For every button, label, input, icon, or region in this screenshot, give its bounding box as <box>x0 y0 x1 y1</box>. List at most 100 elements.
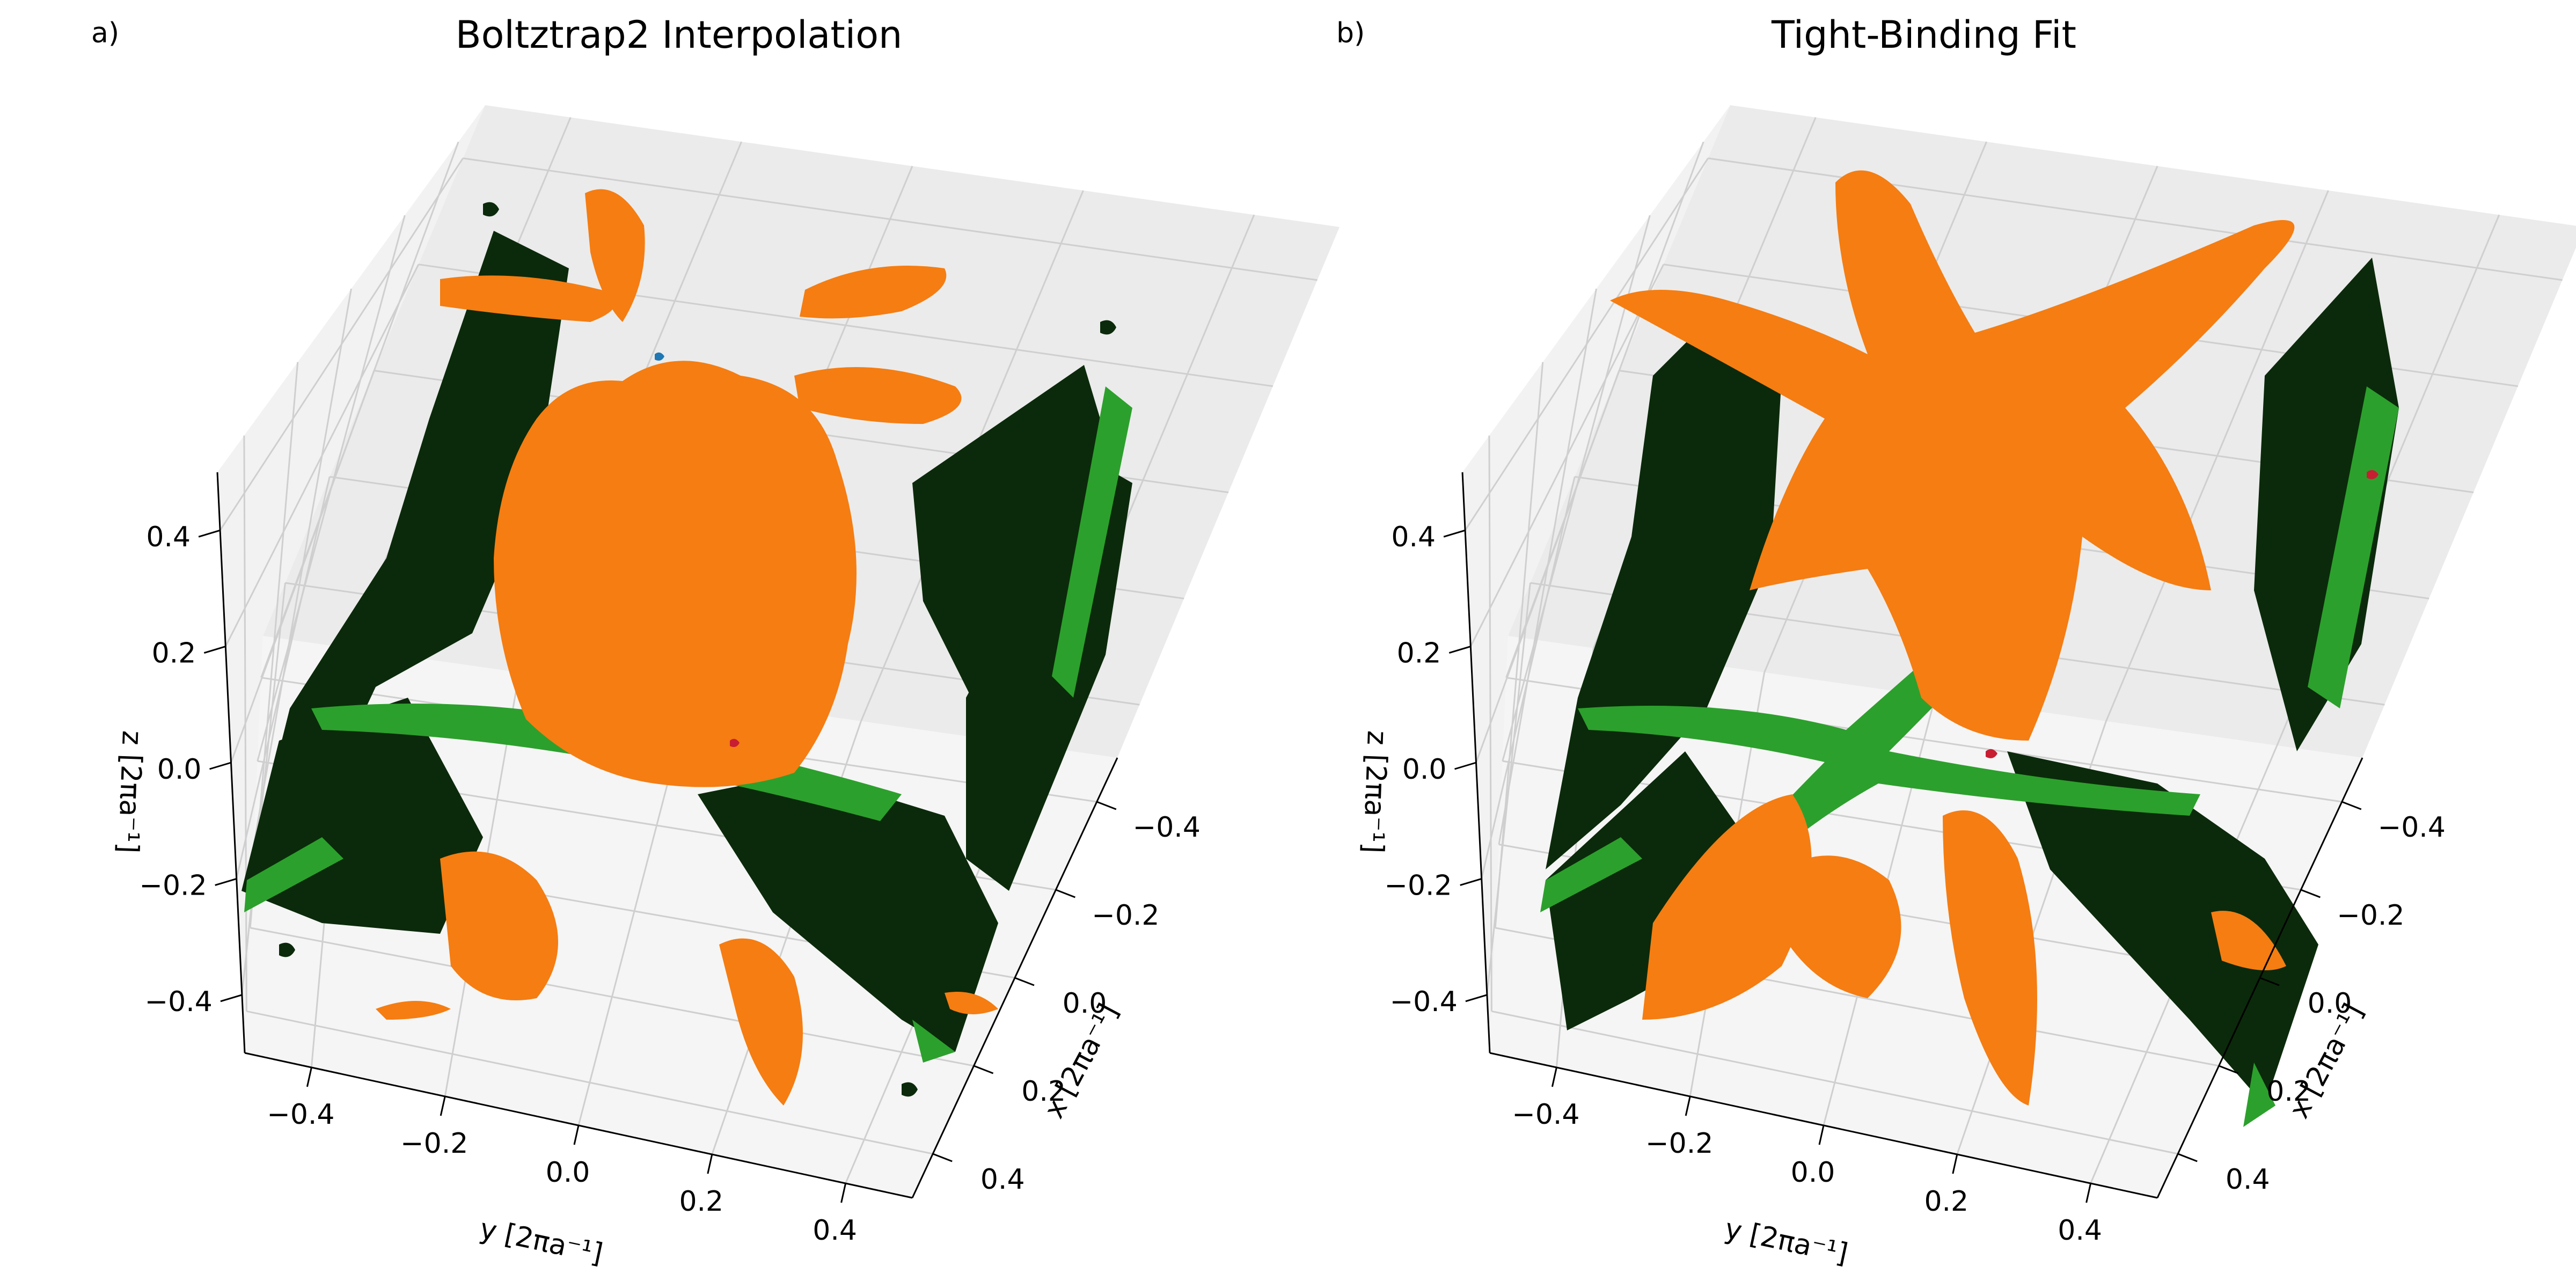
orange-lower-fragment <box>440 851 558 1000</box>
x-tick <box>1055 889 1075 898</box>
y-axis-title: y [2πa⁻¹] <box>1722 1213 1851 1270</box>
y-tick <box>573 1125 580 1145</box>
blue-speck <box>655 352 664 361</box>
z-tick <box>220 994 243 1002</box>
y-tick <box>1952 1154 1958 1174</box>
z-tick-label: 0.2 <box>152 638 196 670</box>
red-speck <box>1986 749 1997 758</box>
dark-green-speck <box>902 1082 918 1097</box>
x-tick <box>974 1065 994 1074</box>
orange-lower-fragment <box>376 1001 451 1020</box>
y-tick-label: −0.2 <box>400 1128 468 1160</box>
x-tick-label: 0.4 <box>2226 1163 2270 1196</box>
y-tick <box>1551 1067 1557 1087</box>
y-tick-label: 0.4 <box>813 1214 857 1247</box>
grid-line <box>2105 190 2329 722</box>
z-tick-label: 0.4 <box>146 521 191 553</box>
y-tick-label: 0.4 <box>2058 1214 2102 1247</box>
grid-line <box>224 264 420 647</box>
grid-line <box>1488 435 1492 1012</box>
x-tick-label: −0.4 <box>1133 811 1201 844</box>
dark-green-speck <box>483 202 499 217</box>
isosurfaces <box>241 189 1132 1106</box>
x-tick-label: 0.2 <box>2266 1075 2311 1108</box>
x-tick-label: −0.2 <box>2337 899 2404 932</box>
z-tick <box>209 762 231 770</box>
grid-line <box>230 370 375 763</box>
y-tick <box>2085 1183 2092 1203</box>
x-tick <box>2300 889 2321 898</box>
dark-green-sheet-right-back <box>2254 258 2399 751</box>
tick-marks <box>198 529 1117 1203</box>
dark-green-speck <box>279 942 295 957</box>
red-speck <box>2367 470 2379 479</box>
green-edge-right <box>2308 386 2399 708</box>
y-tick-label: −0.2 <box>1645 1128 1713 1160</box>
panel-letter-a: a) <box>91 17 120 49</box>
grid-line <box>1475 370 1620 763</box>
isosurfaces <box>1540 170 2399 1127</box>
z-tick-label: 0.4 <box>1391 521 1436 553</box>
plot-b: −0.4 −0.2 0.0 0.2 0.4 −0.4 −0.2 0.0 0.2 0.4 −0.4 −0… <box>1357 105 2576 1270</box>
orange-central-blob <box>494 361 857 787</box>
x-tick <box>2219 1065 2239 1074</box>
panel-title-a: Boltztrap2 Interpolation <box>455 13 903 57</box>
y-tick-label: −0.4 <box>1512 1099 1579 1131</box>
z-tick-label: 0.2 <box>1397 638 1441 670</box>
x-tick <box>2341 801 2362 810</box>
grid-line <box>1494 362 1544 928</box>
orange-lower-lobe <box>1782 855 1901 998</box>
orange-lower-lobe <box>1943 810 2037 1106</box>
x-tick <box>2177 1153 2198 1162</box>
grid-line <box>1464 158 1709 531</box>
grid-line <box>219 158 464 531</box>
x-tick-label: −0.2 <box>1092 899 1159 932</box>
orange-lower-lobe <box>1642 794 1812 1020</box>
x-tick-label: 0.0 <box>2308 987 2352 1020</box>
plot-a: −0.4 −0.2 0.0 0.2 0.4 −0.4 −0.2 0.0 0.2 0.4 −0.4 −0… <box>112 105 1340 1270</box>
y-tick <box>1685 1096 1691 1116</box>
dark-green-sheet-left-front <box>1546 751 1760 1030</box>
z-tick-label: −0.2 <box>139 869 207 902</box>
tick-labels: −0.4 −0.2 0.0 0.2 0.4 −0.4 −0.2 0.0 0.2 0.4 −0.4 −0… <box>1384 521 2446 1247</box>
z-tick-label: 0.0 <box>157 753 202 786</box>
y-tick-label: 0.0 <box>1791 1157 1835 1189</box>
x-tick-label: 0.2 <box>1021 1075 1066 1108</box>
grid-line <box>243 435 247 1012</box>
z-tick <box>1465 994 1488 1002</box>
z-axis-title: z [2πa⁻¹] <box>112 730 148 854</box>
orange-upper-fragment <box>794 367 962 424</box>
z-tick <box>198 529 221 538</box>
red-speck <box>730 738 740 747</box>
z-tick-label: 0.0 <box>1402 753 1447 786</box>
grid-line <box>1491 1010 2178 1155</box>
panel-b: b) Tight-Binding Fit −0.4 −0.2 0.0 0.2 0.4 −0… <box>1245 0 2576 1288</box>
y-tick-label: 0.0 <box>546 1157 590 1189</box>
grid-line <box>246 1010 933 1155</box>
left-wall-y-pane <box>217 105 485 1053</box>
x-tick <box>932 1153 953 1162</box>
grid-line <box>250 927 974 1067</box>
dark-green-sheet-right-front <box>2007 751 2318 1106</box>
x-tick <box>1014 977 1035 986</box>
y-tick <box>840 1183 847 1203</box>
z-tick-label: −0.4 <box>145 986 213 1018</box>
y-axis-title: y [2πa⁻¹] <box>477 1213 606 1270</box>
x-tick <box>2259 977 2280 986</box>
y-tick <box>707 1154 713 1174</box>
orange-star-surface <box>1610 170 2295 741</box>
x-tick-label: −0.4 <box>2378 811 2446 844</box>
dark-green-speck <box>1100 320 1116 335</box>
orange-lower-fragment <box>719 938 803 1106</box>
orange-upper-fragment <box>440 275 615 322</box>
panel-title-b: Tight-Binding Fit <box>1772 13 2076 57</box>
orange-lower-fragment <box>945 992 998 1014</box>
z-tick <box>1448 646 1471 654</box>
y-tick-label: 0.2 <box>1924 1185 1968 1218</box>
y-tick <box>1818 1125 1825 1145</box>
dark-green-sheet-right-front <box>698 773 998 1052</box>
z-tick-label: −0.4 <box>1390 986 1458 1018</box>
green-edge-left <box>244 837 343 912</box>
y-tick <box>306 1067 312 1087</box>
y-tick-label: 0.2 <box>679 1185 723 1218</box>
